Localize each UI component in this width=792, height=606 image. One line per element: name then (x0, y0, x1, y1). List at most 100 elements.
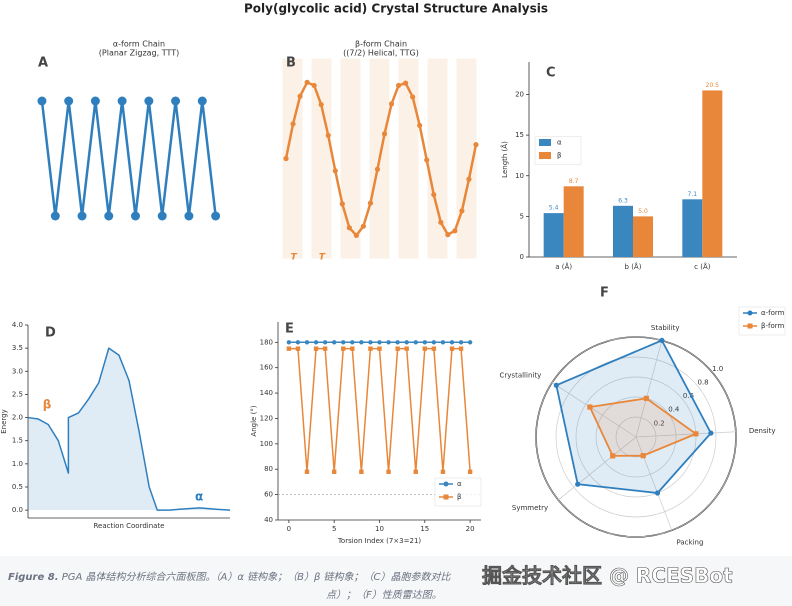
marker (458, 340, 464, 345)
marker (404, 346, 409, 351)
panel-label: A (38, 56, 48, 71)
marker (295, 340, 301, 345)
legend-marker (747, 323, 753, 329)
caption-line: 点）；（F）性质雷达图。 (326, 589, 442, 601)
marker (211, 211, 221, 221)
marker (313, 346, 319, 351)
line (284, 81, 478, 237)
y-tick-label: 140 (260, 389, 273, 397)
legend-marker (443, 481, 449, 487)
marker (440, 469, 446, 474)
marker (184, 211, 194, 221)
marker (467, 340, 473, 345)
y-tick-label: 5 (520, 212, 524, 220)
marker (359, 469, 364, 474)
marker (171, 96, 181, 106)
legend-label: α-form (761, 309, 785, 317)
marker (659, 337, 665, 344)
marker (422, 340, 428, 345)
x-tick-label: 20 (466, 525, 475, 533)
legend-marker (443, 494, 449, 500)
marker (350, 340, 355, 345)
y-axis-label: Length (Å) (500, 141, 509, 178)
marker (286, 346, 292, 351)
panel-label: C (546, 66, 556, 81)
x-tick-label: b (Å) (625, 262, 642, 271)
panel-label: D (45, 326, 56, 341)
legend-swatch (539, 152, 551, 159)
marker (431, 340, 437, 345)
caption-label: Figure 8. (8, 572, 59, 583)
marker (395, 346, 400, 351)
marker (157, 211, 167, 221)
x-axis-label: Reaction Coordinate (93, 522, 164, 530)
y-tick-label: 2.5 (12, 390, 23, 398)
bar (702, 90, 723, 257)
marker (467, 469, 473, 474)
category-label: Density (749, 427, 776, 435)
marker (341, 340, 346, 345)
marker (377, 346, 382, 351)
bar (613, 205, 633, 257)
marker (353, 232, 359, 239)
grid-ring (575, 376, 697, 498)
marker (459, 208, 465, 214)
marker (197, 96, 207, 106)
marker (286, 340, 292, 345)
r-tick-label: 0.4 (668, 406, 680, 414)
category-label: Packing (676, 538, 703, 546)
annotation: T (319, 252, 326, 262)
marker (640, 453, 646, 459)
marker (417, 122, 423, 129)
y-tick-label: 100 (260, 440, 273, 448)
y-tick-label: 0.0 (12, 506, 23, 514)
marker (553, 382, 559, 388)
r-tick-label: 0.6 (683, 392, 695, 400)
marker (610, 453, 616, 459)
legend-label: α (557, 139, 562, 147)
marker (90, 96, 100, 106)
caption: Figure 8. PGA 晶体结构分析综合六面板图。（A）α 链构象；（B）β… (8, 571, 452, 583)
legend-swatch (539, 139, 551, 146)
legend-box (738, 306, 786, 336)
panel-title: α-form Chain (113, 40, 165, 49)
caption-text: PGA 晶体结构分析综合六面板图。（A）α 链构象；（B）β 链构象；（C）晶胞… (62, 571, 452, 583)
marker (144, 96, 154, 106)
marker (368, 340, 373, 345)
marker (458, 346, 464, 351)
legend-box (434, 477, 482, 507)
x-tick-label: 10 (375, 525, 384, 533)
marker (466, 176, 472, 182)
legend-label: β (557, 152, 561, 160)
value-label: 8.7 (569, 178, 579, 185)
y-tick-label: 4.0 (12, 321, 23, 329)
spoke (551, 382, 637, 438)
marker (37, 96, 47, 106)
bar (633, 216, 653, 257)
marker (322, 340, 328, 345)
marker (283, 155, 289, 162)
marker (290, 121, 296, 127)
grid-ring (555, 356, 717, 518)
r-tick-label: 0.8 (698, 378, 709, 386)
spoke (635, 431, 736, 438)
marker (377, 340, 382, 345)
x-tick-label: 0 (287, 525, 291, 533)
marker (431, 346, 437, 351)
marker (395, 82, 402, 89)
y-tick-label: 10 (515, 172, 524, 180)
spoke (558, 436, 637, 501)
marker (452, 228, 458, 234)
background-band (427, 58, 448, 259)
value-label: 6.3 (618, 197, 628, 204)
marker (331, 469, 337, 474)
marker (368, 346, 373, 351)
x-axis-label: Torsion Index (7×3=21) (337, 537, 422, 545)
grid-ring (615, 416, 657, 458)
panel-label: B (286, 56, 296, 71)
marker (575, 481, 581, 487)
marker (322, 346, 328, 351)
line (40, 99, 217, 218)
category-label: Symmetry (512, 504, 548, 512)
